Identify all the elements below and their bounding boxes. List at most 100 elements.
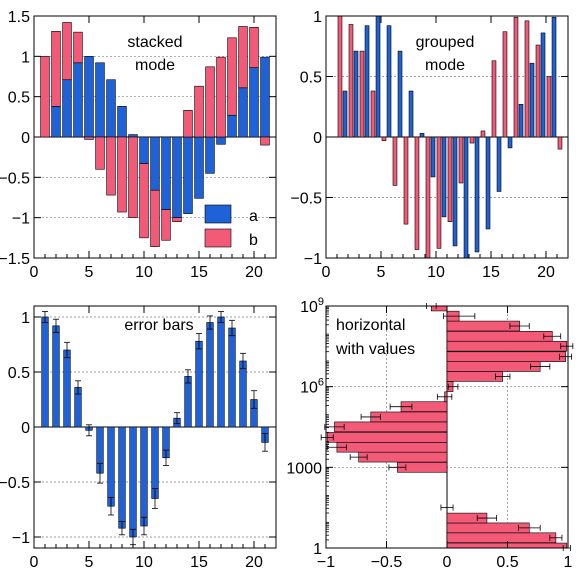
bar-a xyxy=(463,136,469,259)
bar xyxy=(446,320,520,332)
bar-a xyxy=(441,136,447,218)
bar-a xyxy=(183,136,193,214)
bar-b xyxy=(370,90,376,138)
panel-stacked: −1.5−1−0.500.511.50 5 10 15 20 stacked mode … xyxy=(0,9,277,281)
bar xyxy=(52,325,60,428)
bar-a xyxy=(551,16,557,138)
legend-label-a: a xyxy=(249,208,258,225)
ytick-label: 0.5 xyxy=(300,70,322,87)
bar-a xyxy=(205,136,215,174)
bar-a xyxy=(216,136,226,145)
bar-b xyxy=(524,20,530,138)
bar-a xyxy=(117,106,127,138)
xtick-label: 10 xyxy=(427,264,445,281)
bar xyxy=(334,421,448,433)
bar xyxy=(217,316,225,428)
bar-b xyxy=(62,22,72,81)
bar-a xyxy=(386,25,392,138)
bar xyxy=(118,426,126,529)
bar-a xyxy=(485,136,491,230)
xtick-label: 20 xyxy=(245,554,263,571)
bar xyxy=(326,432,448,443)
bar-a xyxy=(474,136,480,253)
xtick-label: 10 xyxy=(135,264,153,281)
bar-b xyxy=(348,24,354,138)
bar xyxy=(206,322,214,428)
bar-b xyxy=(502,31,508,138)
panel-grouped: −1−0.500.510 5 10 15 20 grouped mode xyxy=(290,9,569,281)
xtick-label: 5 xyxy=(85,554,94,571)
bar-a xyxy=(419,133,425,138)
bar-a xyxy=(84,56,94,138)
bar-b xyxy=(205,66,215,138)
annotation-line-2: with values xyxy=(335,341,415,358)
bar-a xyxy=(540,32,546,138)
bar xyxy=(446,331,553,342)
bar-b xyxy=(359,50,365,138)
bar-a xyxy=(353,50,359,138)
legend-swatch-a xyxy=(204,204,232,224)
bar xyxy=(140,426,148,527)
bar-a xyxy=(106,79,116,138)
xtick-label: 0 xyxy=(443,554,452,571)
annotation-line-1: stacked xyxy=(127,34,182,51)
bar-b xyxy=(546,76,552,138)
bar-a xyxy=(194,136,204,199)
xtick-label: 0 xyxy=(322,264,331,281)
bar-b xyxy=(260,136,270,146)
bar xyxy=(446,542,568,549)
bar-a xyxy=(139,136,149,164)
bar-b xyxy=(436,136,442,249)
bar xyxy=(430,305,448,312)
ytick-label: 0.5 xyxy=(8,365,30,382)
annotation-line-2: mode xyxy=(135,57,175,74)
bar-a xyxy=(260,56,270,138)
bar-b xyxy=(128,136,138,218)
bar-a xyxy=(128,134,138,138)
ytick-label: 109 xyxy=(300,296,324,316)
bar-b xyxy=(557,136,563,150)
bar-b xyxy=(414,136,420,250)
ytick-label: 1 xyxy=(21,49,30,66)
bar-a xyxy=(430,136,436,178)
bar-b xyxy=(216,56,226,138)
ytick-label: 0 xyxy=(21,420,30,437)
bar xyxy=(63,349,71,428)
panel-horizontal: −1 −0.5 0 0.5 1 1 1000 106 109 horizontal with v… xyxy=(286,296,574,571)
annotation-line-1: horizontal xyxy=(336,317,405,334)
legend-label-b: b xyxy=(249,232,258,249)
bar xyxy=(151,426,159,499)
legend-swatch-b xyxy=(204,228,232,248)
bar-b xyxy=(150,189,160,248)
ytick-label: −1 xyxy=(12,530,30,547)
bar-a xyxy=(364,25,370,138)
bar-a xyxy=(342,90,348,138)
bar-b xyxy=(337,15,343,138)
bar-a xyxy=(529,62,535,138)
ytick-label: 1 xyxy=(313,9,322,26)
bar-b xyxy=(73,31,83,64)
bar-b xyxy=(381,136,387,141)
bar-b xyxy=(95,136,105,170)
bar-b xyxy=(51,31,61,107)
bar-a xyxy=(397,50,403,138)
bar xyxy=(446,340,568,352)
bar xyxy=(195,340,203,428)
ytick-label: 106 xyxy=(300,377,324,397)
xtick-label: 20 xyxy=(245,264,263,281)
ytick-label: 0.5 xyxy=(8,90,30,107)
bar xyxy=(446,361,541,372)
bar xyxy=(107,426,115,507)
bar-a xyxy=(496,136,502,192)
ytick-label: 0 xyxy=(313,130,322,147)
bar-b xyxy=(458,136,464,184)
bar-a xyxy=(238,87,248,138)
xtick-label: 15 xyxy=(482,264,500,281)
bar-a xyxy=(150,136,160,191)
ytick-label: 0 xyxy=(21,130,30,147)
xtick-label: 15 xyxy=(190,264,208,281)
bar xyxy=(129,426,137,538)
bar xyxy=(446,522,530,534)
annotation-line-1: error bars xyxy=(124,317,193,334)
